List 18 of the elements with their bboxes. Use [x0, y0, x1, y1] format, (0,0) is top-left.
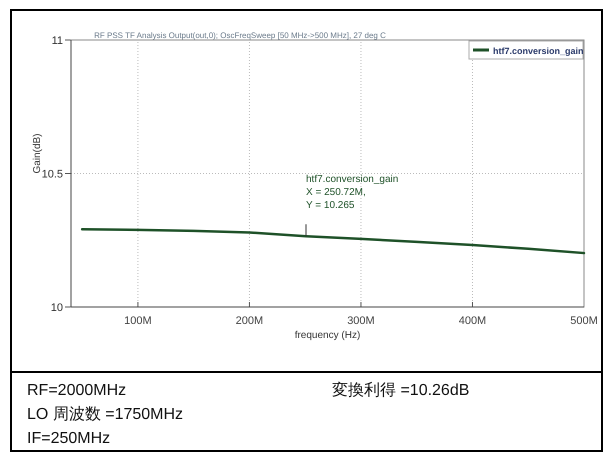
x-tick-label: 500M — [570, 315, 598, 327]
y-axis-title: Gain(dB) — [32, 133, 43, 174]
chart-title: RF PSS TF Analysis Output(out,0); OscFreqSweep [50 MHz->500 MHz], 27 deg C — [94, 31, 386, 40]
legend-label: htf7.conversion_gain — [493, 46, 584, 56]
x-tick-label: 100M — [124, 315, 152, 327]
annotation: htf7.conversion_gain X = 250.72M, Y = 10.265 — [306, 174, 398, 212]
y-tick-label: 10.5 — [42, 168, 63, 180]
y-tick-label: 11 — [52, 35, 63, 47]
text: RF=2000MHz — [27, 382, 126, 399]
text: LO 周波数 =1750MHz — [27, 405, 184, 423]
x-tick-label: 200M — [236, 315, 264, 327]
text: 変換利得 =10.26dB — [332, 381, 470, 399]
x-axis-title: frequency (Hz) — [294, 330, 360, 341]
x-tick-label: 300M — [347, 315, 375, 327]
text: IF=250MHz — [27, 430, 110, 447]
x-tick-label: 400M — [458, 315, 486, 327]
y-tick-label: 10 — [50, 302, 63, 314]
line-series — [80, 228, 586, 254]
